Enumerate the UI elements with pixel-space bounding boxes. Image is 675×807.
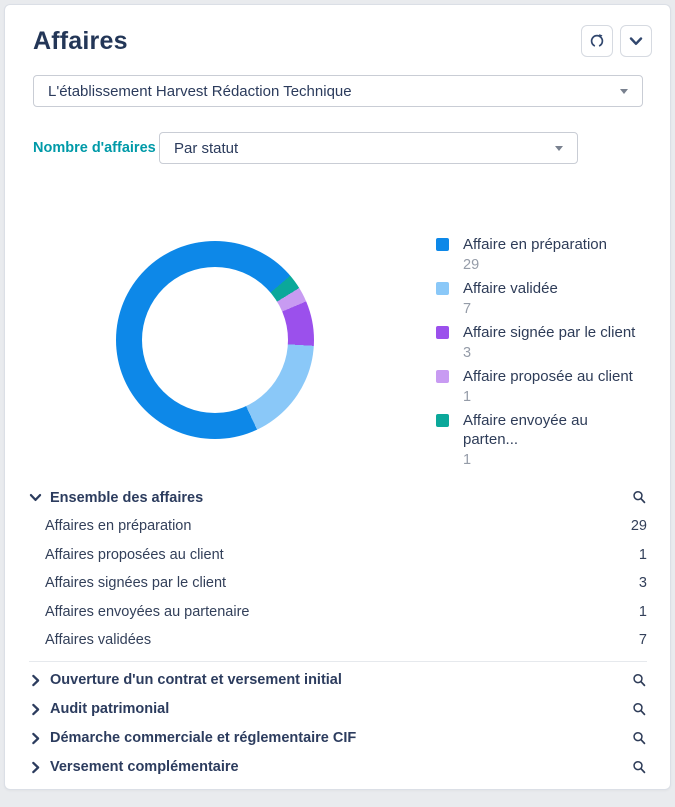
tree-section-label: Ouverture d'un contrat et versement init… — [50, 672, 342, 688]
search-button[interactable] — [632, 731, 647, 746]
tree-row-value: 29 — [630, 518, 647, 535]
legend-label: Affaire signée par le client — [463, 324, 636, 341]
tree-row[interactable]: Affaires validées 7 — [29, 626, 647, 655]
legend-value: 1 — [463, 452, 472, 468]
group-by-select[interactable]: Par statut — [159, 132, 578, 164]
header-actions — [581, 25, 652, 57]
chart-area: Affaire en préparation 29 Affaire validé… — [5, 233, 670, 468]
refresh-icon — [590, 34, 604, 47]
tree-row[interactable]: Affaires signées par le client 3 — [29, 569, 647, 598]
tree-row[interactable]: Affaires proposées au client 1 — [29, 541, 647, 570]
tree-row-value: 3 — [638, 575, 647, 592]
legend-swatch — [436, 370, 449, 383]
tree-section-label: Démarche commerciale et réglementaire CI… — [50, 730, 357, 746]
metric-label: Nombre d'affaires — [33, 140, 156, 156]
donut-chart — [116, 241, 314, 439]
legend-item[interactable]: Affaire validée 7 — [436, 279, 646, 318]
caret-down-icon — [555, 145, 563, 151]
legend-value: 7 — [463, 301, 472, 317]
search-button[interactable] — [632, 490, 647, 505]
tree-row[interactable]: Affaires en préparation 29 — [29, 512, 647, 541]
collapse-widget-button[interactable] — [620, 25, 652, 57]
legend-item[interactable]: Affaire proposée au client 1 — [436, 367, 646, 406]
tree-row-value: 1 — [638, 603, 647, 620]
tree-section-label: Ensemble des affaires — [50, 489, 204, 506]
chevron-right-icon — [29, 761, 42, 774]
tree-section-audit[interactable]: Audit patrimonial — [29, 695, 647, 724]
search-button[interactable] — [632, 760, 647, 775]
legend-item[interactable]: Affaire envoyée au parten... 1 — [436, 411, 646, 469]
search-icon — [633, 702, 646, 715]
search-button[interactable] — [632, 673, 647, 688]
tree-section-ensemble[interactable]: Ensemble des affaires — [29, 483, 647, 512]
donut-hole — [142, 267, 288, 413]
tree-row-label: Affaires validées — [45, 632, 152, 649]
legend-swatch — [436, 326, 449, 339]
search-button[interactable] — [632, 702, 647, 717]
legend-value: 29 — [463, 257, 480, 273]
search-icon — [633, 490, 646, 504]
tree-section-ouverture[interactable]: Ouverture d'un contrat et versement init… — [29, 666, 647, 695]
legend-value: 1 — [463, 389, 472, 405]
search-icon — [633, 731, 646, 744]
tree-row[interactable]: Affaires envoyées au partenaire 1 — [29, 598, 647, 627]
legend-swatch — [436, 282, 449, 295]
legend-label: Affaire proposée au client — [463, 368, 633, 385]
tree-row-label: Affaires signées par le client — [45, 575, 227, 592]
establishment-select[interactable]: L'établissement Harvest Rédaction Techni… — [33, 75, 643, 107]
legend-value: 3 — [463, 345, 472, 361]
legend-swatch — [436, 414, 449, 427]
divider — [29, 660, 647, 662]
chart-legend: Affaire en préparation 29 Affaire validé… — [436, 235, 646, 468]
affaires-tree: Ensemble des affaires Affaires en prépar… — [5, 483, 670, 782]
legend-item[interactable]: Affaire signée par le client 3 — [436, 323, 646, 362]
search-icon — [633, 760, 646, 773]
chevron-right-icon — [29, 674, 42, 687]
chevron-down-icon — [29, 491, 42, 504]
legend-label: Affaire en préparation — [463, 236, 607, 253]
search-icon — [633, 673, 646, 686]
page-title: Affaires — [33, 26, 128, 55]
chevron-right-icon — [29, 732, 42, 745]
tree-row-label: Affaires envoyées au partenaire — [45, 603, 250, 620]
group-by-select-value: Par statut — [174, 139, 239, 157]
tree-row-value: 7 — [638, 632, 647, 649]
legend-label: Affaire envoyée au parten... — [463, 412, 588, 448]
filter-row: Nombre d'affaires Par statut — [33, 132, 670, 164]
affaires-widget: Affaires L'établissement Harvest Rédacti… — [4, 4, 671, 790]
tree-row-label: Affaires en préparation — [45, 518, 192, 535]
legend-item[interactable]: Affaire en préparation 29 — [436, 235, 646, 274]
chevron-down-icon — [629, 37, 643, 46]
tree-section-label: Audit patrimonial — [50, 701, 170, 717]
tree-section-demarche[interactable]: Démarche commerciale et réglementaire CI… — [29, 724, 647, 753]
legend-label: Affaire validée — [463, 280, 558, 297]
legend-swatch — [436, 238, 449, 251]
establishment-select-value: L'établissement Harvest Rédaction Techni… — [48, 82, 352, 100]
tree-row-value: 1 — [638, 546, 647, 563]
refresh-button[interactable] — [581, 25, 613, 57]
tree-section-label: Versement complémentaire — [50, 759, 239, 775]
chevron-right-icon — [29, 703, 42, 716]
tree-row-label: Affaires proposées au client — [45, 546, 224, 563]
caret-down-icon — [620, 88, 628, 94]
tree-section-versement[interactable]: Versement complémentaire — [29, 753, 647, 782]
widget-header: Affaires — [5, 5, 670, 57]
